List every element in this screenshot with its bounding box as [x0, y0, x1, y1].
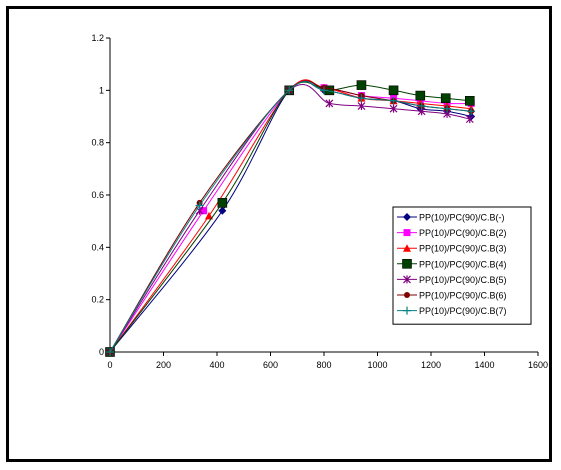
legend-marker [403, 306, 411, 315]
y-tick-label: 0.4 [91, 242, 104, 252]
legend-marker [403, 229, 411, 237]
data-point [106, 348, 114, 356]
axes: 0 0.2 0.4 0.6 0.8 1 1.2 0 200 400 600 800 1000 1200 14… [91, 33, 548, 370]
legend-label: PP(10)/PC(90)/C.B(7) [419, 306, 507, 316]
x-tick-label: 1000 [367, 360, 387, 370]
y-tick-label: 1 [99, 85, 104, 95]
legend-marker [403, 213, 411, 221]
x-tick-label: 1600 [528, 360, 548, 370]
data-point [357, 94, 366, 103]
data-point [285, 86, 294, 95]
data-point [195, 201, 204, 210]
legend-item: PP(10)/PC(90)/C.B(4) [397, 258, 507, 269]
chart-frame [6, 6, 552, 462]
y-tick-label: 0 [99, 347, 104, 357]
x-tick-label: 400 [209, 360, 224, 370]
x-tick-label: 1200 [421, 360, 441, 370]
data-point [443, 104, 452, 113]
data-point [464, 96, 475, 106]
legend-box [392, 206, 532, 325]
x-tick-label: 200 [156, 360, 171, 370]
legend-label: PP(10)/PC(90)/C.B(2) [419, 228, 507, 238]
x-tick-label: 0 [107, 360, 112, 370]
y-tick-label: 0.6 [91, 190, 104, 200]
legend-item: PP(10)/PC(90)/C.B(2) [397, 228, 507, 238]
legend-label: PP(10)/PC(90)/C.B(5) [419, 275, 507, 285]
x-tick-label: 800 [316, 360, 331, 370]
legend-item: PP(10)/PC(90)/C.B(3) [397, 244, 507, 254]
y-tick-label: 0.8 [91, 138, 104, 148]
data-point [415, 90, 426, 101]
data-point [388, 85, 399, 96]
legend-marker [404, 292, 410, 298]
legend-item: PP(10)/PC(90)/C.B(7) [397, 306, 507, 316]
data-point [440, 93, 451, 103]
legend-label: PP(10)/PC(90)/C.B(6) [419, 291, 507, 301]
x-tick-label: 600 [263, 360, 278, 370]
data-point [218, 206, 227, 215]
data-point [389, 104, 398, 113]
legend-item: PP(10)/PC(90)/C.B(5) [397, 275, 507, 285]
y-tick-label: 1.2 [91, 33, 104, 43]
legend-item: PP(10)/PC(90)/C.B(-) [397, 213, 505, 223]
legend-marker [402, 258, 412, 269]
data-point [356, 80, 367, 90]
legend-marker [403, 244, 411, 252]
data-point [217, 198, 228, 208]
data-point [325, 99, 334, 108]
data-point [465, 115, 474, 124]
legend-label: PP(10)/PC(90)/C.B(4) [419, 259, 507, 269]
legend-label: PP(10)/PC(90)/C.B(3) [419, 244, 507, 254]
legend-item: PP(10)/PC(90)/C.B(6) [397, 291, 507, 301]
data-point [320, 86, 328, 95]
data-point [357, 102, 366, 111]
data-point [204, 211, 213, 220]
series-layer [105, 79, 476, 357]
legend-marker [403, 275, 411, 284]
series-7 [106, 81, 476, 356]
y-tick-label: 0.2 [91, 295, 104, 305]
data-point [417, 102, 426, 111]
x-tick-label: 1400 [474, 360, 494, 370]
data-point [200, 207, 208, 215]
data-point [389, 96, 398, 105]
legend: PP(10)/PC(90)/C.B(-) PP(10)/PC(90)/C.B(2)… [392, 206, 532, 325]
legend-label: PP(10)/PC(90)/C.B(-) [419, 213, 505, 223]
data-point [467, 107, 476, 116]
